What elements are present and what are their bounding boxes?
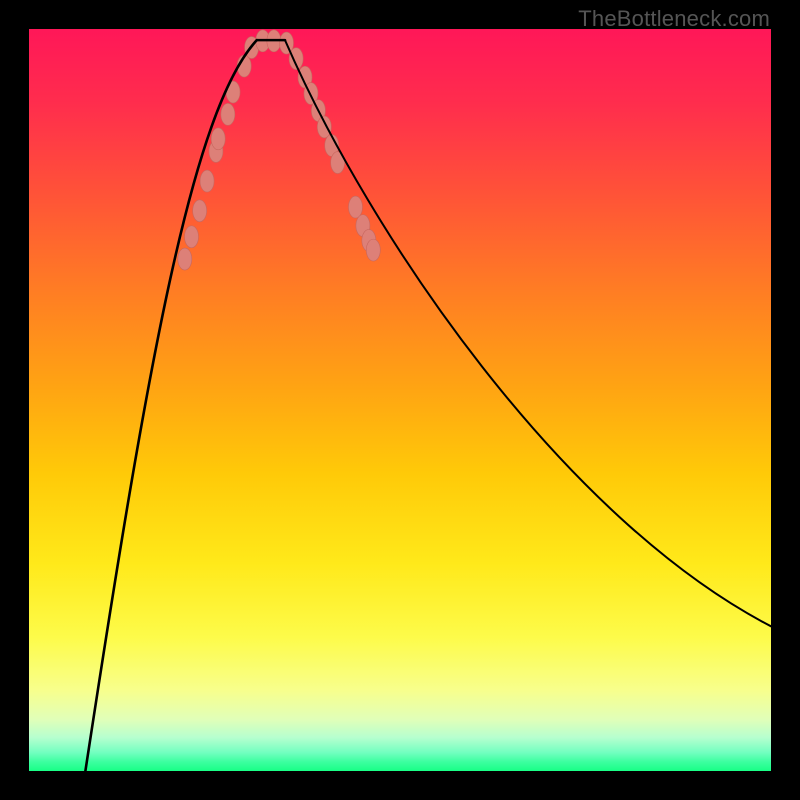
marker-point (366, 239, 380, 261)
marker-point (178, 248, 192, 270)
marker-point (211, 128, 225, 150)
marker-point (317, 116, 331, 138)
chart-frame: TheBottleneck.com (0, 0, 800, 800)
marker-point (193, 200, 207, 222)
bottleneck-curve-left (85, 40, 256, 771)
marker-point (221, 103, 235, 125)
watermark-text: TheBottleneck.com (578, 6, 770, 32)
markers-group (178, 30, 380, 270)
plot-area (29, 29, 771, 771)
bottleneck-curve-right (285, 40, 771, 626)
curve-layer (29, 29, 771, 771)
marker-point (200, 170, 214, 192)
marker-point (348, 196, 362, 218)
marker-point (185, 226, 199, 248)
